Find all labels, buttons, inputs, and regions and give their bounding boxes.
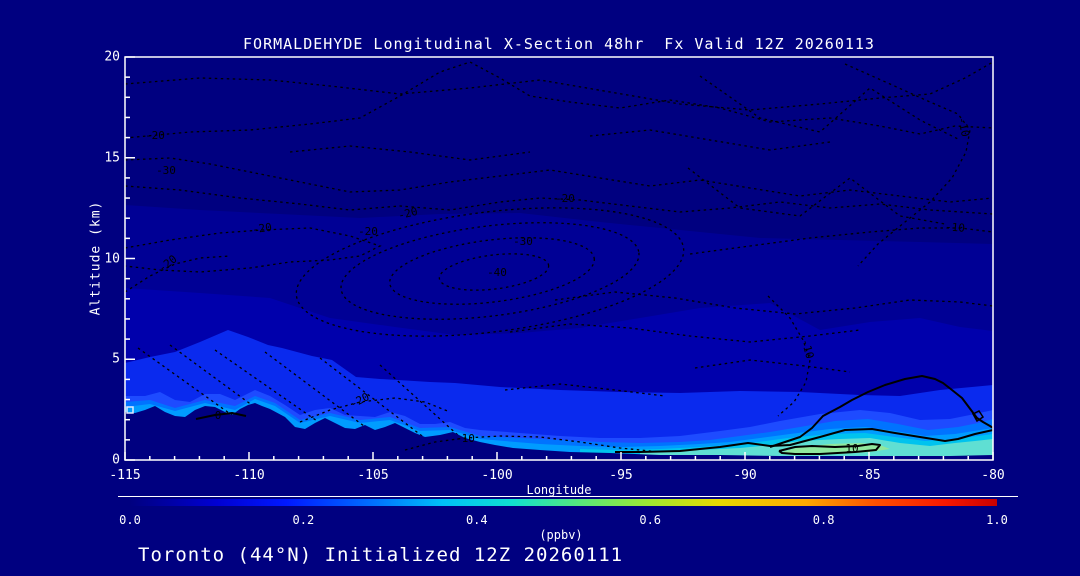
- dashed-contour-loop: [340, 222, 640, 320]
- contour-label: 0: [215, 409, 222, 422]
- contour-label: -10: [955, 116, 972, 138]
- contour-label: -40: [487, 266, 507, 279]
- colorbar-tick-label: 0.4: [465, 513, 488, 527]
- solid-contour-line: [769, 375, 994, 448]
- dashed-contour-line: [404, 435, 661, 453]
- dashed-contour-loop: [295, 207, 685, 337]
- colorbar-tick-label: 0.2: [292, 513, 315, 527]
- dashed-contour-loop: [389, 237, 595, 305]
- dashed-contour-line: [299, 397, 451, 423]
- dashed-contour-line: [554, 291, 994, 315]
- dashed-contour-line: [687, 167, 946, 225]
- y-tick-label: 10: [104, 251, 120, 266]
- dashed-contour-line: [319, 357, 431, 443]
- dashed-contour-line: [289, 145, 531, 161]
- contour-label: -20: [358, 225, 378, 238]
- x-tick-label: -115: [109, 468, 141, 483]
- colorbar-tick-label: 1.0: [986, 513, 1008, 527]
- contour-label: -10: [945, 220, 966, 235]
- colorbar-tick-label: 0.6: [639, 513, 662, 527]
- dashed-contour-line: [124, 227, 382, 273]
- dashed-contour-loop: [438, 253, 550, 291]
- terrain-silhouette: [125, 403, 993, 460]
- colorbar-gradient: [130, 499, 997, 506]
- dashed-contour-line: [767, 295, 811, 417]
- dashed-contour-line: [509, 323, 861, 343]
- x-tick-label: -80: [981, 468, 1005, 483]
- y-tick-label: 5: [112, 351, 120, 367]
- contour-label: -20: [555, 192, 575, 205]
- dashed-contour-line: [589, 129, 831, 151]
- dashed-contour-line: [124, 61, 994, 139]
- contour-label: -30: [156, 164, 176, 177]
- contour-label: -30: [513, 235, 533, 248]
- x-axis-label: Longitude: [526, 483, 592, 497]
- colorbar-top-rule: [118, 496, 1018, 497]
- dashed-contour-line: [124, 255, 231, 293]
- dashed-contour-line: [124, 157, 994, 203]
- solid-contour-line: [195, 412, 247, 420]
- x-tick-label: -105: [357, 468, 389, 483]
- dashed-contour-line: [169, 344, 291, 434]
- init-annotation: Toronto (44°N) Initialized 12Z 20260111: [138, 544, 624, 566]
- dashed-contour-line: [844, 63, 971, 267]
- dashed-contour-line: [694, 359, 851, 373]
- dashed-contour-line: [137, 347, 251, 429]
- dashed-contour-line: [689, 227, 994, 255]
- x-tick-label: -90: [733, 468, 757, 483]
- contour-label: 10: [845, 442, 858, 455]
- colorbar-units: (ppbv): [539, 528, 583, 542]
- dashed-contour-line: [379, 364, 471, 447]
- diamond-marker: [971, 410, 985, 423]
- dashed-contour-line: [699, 75, 961, 141]
- solid-contour-line: [778, 443, 881, 455]
- contour-label: -20: [397, 205, 419, 222]
- y-tick-label: 20: [104, 49, 120, 65]
- y-tick-label: 15: [104, 150, 120, 166]
- y-tick-label: 0: [112, 452, 120, 468]
- solid-contour-line: [615, 428, 994, 453]
- x-tick-label: -100: [481, 468, 513, 483]
- dashed-contour-line: [124, 61, 994, 111]
- contour-label: -10: [455, 432, 475, 445]
- contour-label: -10: [799, 338, 817, 361]
- colorbar-tick-label: 0.0: [119, 513, 141, 527]
- x-tick-label: -95: [609, 468, 633, 483]
- contour-label: -20: [251, 221, 272, 237]
- chart-title: FORMALDEHYDE Longitudinal X-Section 48hr…: [243, 35, 875, 53]
- x-tick-label: -85: [857, 468, 881, 483]
- x-tick-label: -110: [233, 468, 265, 483]
- left-edge-marker: [126, 406, 134, 414]
- colorbar-tick-label: 0.8: [812, 513, 835, 527]
- contour-label: -20: [145, 129, 165, 142]
